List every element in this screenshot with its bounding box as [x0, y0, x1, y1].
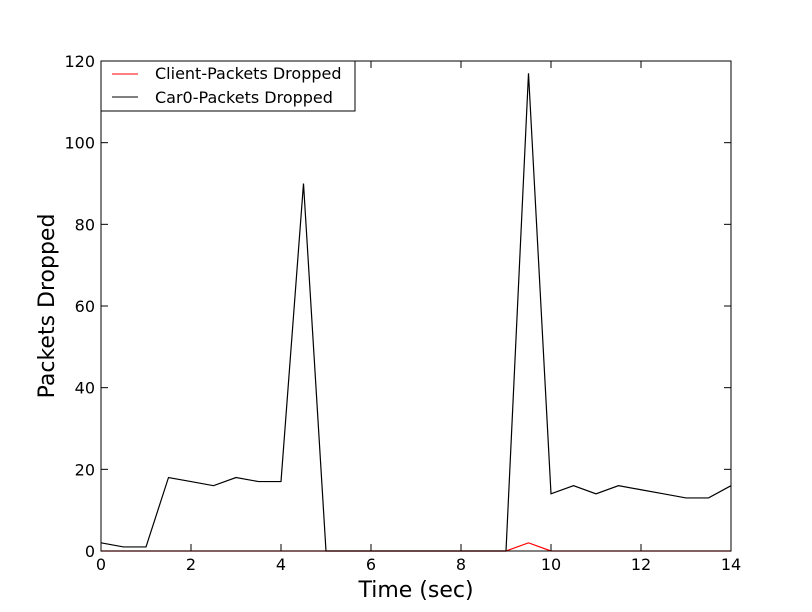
y-axis-ticks: 0 20 40 60 80 100 120	[64, 52, 731, 561]
x-tick-label: 10	[541, 555, 561, 574]
x-tick-label: 12	[631, 555, 651, 574]
y-tick-label: 40	[75, 379, 95, 398]
x-tick-label: 6	[366, 555, 376, 574]
y-tick-label: 20	[75, 460, 95, 479]
x-tick-label: 8	[456, 555, 466, 574]
x-tick-label: 14	[721, 555, 741, 574]
x-tick-label: 4	[276, 555, 286, 574]
y-tick-label: 120	[64, 52, 95, 71]
y-axis-title: Packets Dropped	[35, 214, 60, 399]
legend: Client-Packets Dropped Car0-Packets Drop…	[100, 60, 356, 112]
y-tick-label: 80	[75, 215, 95, 234]
y-tick-label: 60	[75, 297, 95, 316]
y-tick-label: 0	[85, 542, 95, 561]
x-tick-label: 2	[186, 555, 196, 574]
legend-car0-label: Car0-Packets Dropped	[155, 88, 333, 107]
legend-box	[100, 60, 356, 112]
x-tick-label: 0	[96, 555, 106, 574]
legend-client-label: Client-Packets Dropped	[155, 64, 342, 83]
x-axis-title: Time (sec)	[357, 578, 473, 603]
y-tick-label: 100	[64, 134, 95, 153]
